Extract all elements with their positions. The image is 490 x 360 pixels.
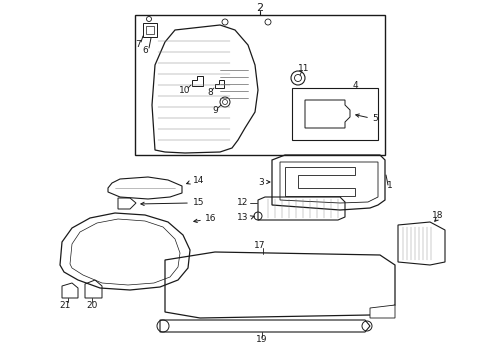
Text: 5: 5 <box>372 113 378 122</box>
Text: 10: 10 <box>179 86 191 95</box>
Text: 19: 19 <box>256 336 268 345</box>
Text: 16: 16 <box>205 213 217 222</box>
Text: 13: 13 <box>237 212 248 221</box>
Text: 9: 9 <box>212 105 218 114</box>
Text: 6: 6 <box>142 45 148 54</box>
Text: 8: 8 <box>207 87 213 96</box>
Text: 18: 18 <box>432 211 444 220</box>
Text: 20: 20 <box>86 301 98 310</box>
Text: 11: 11 <box>298 63 310 72</box>
Text: 3: 3 <box>258 177 264 186</box>
Text: 15: 15 <box>193 198 204 207</box>
Text: 12: 12 <box>237 198 248 207</box>
Text: 21: 21 <box>59 301 71 310</box>
Text: 17: 17 <box>254 240 266 249</box>
Text: 1: 1 <box>387 180 393 189</box>
Text: 2: 2 <box>256 3 264 13</box>
Text: 14: 14 <box>193 176 204 185</box>
Polygon shape <box>370 305 395 318</box>
Text: 4: 4 <box>352 81 358 90</box>
Text: 7: 7 <box>135 40 141 49</box>
